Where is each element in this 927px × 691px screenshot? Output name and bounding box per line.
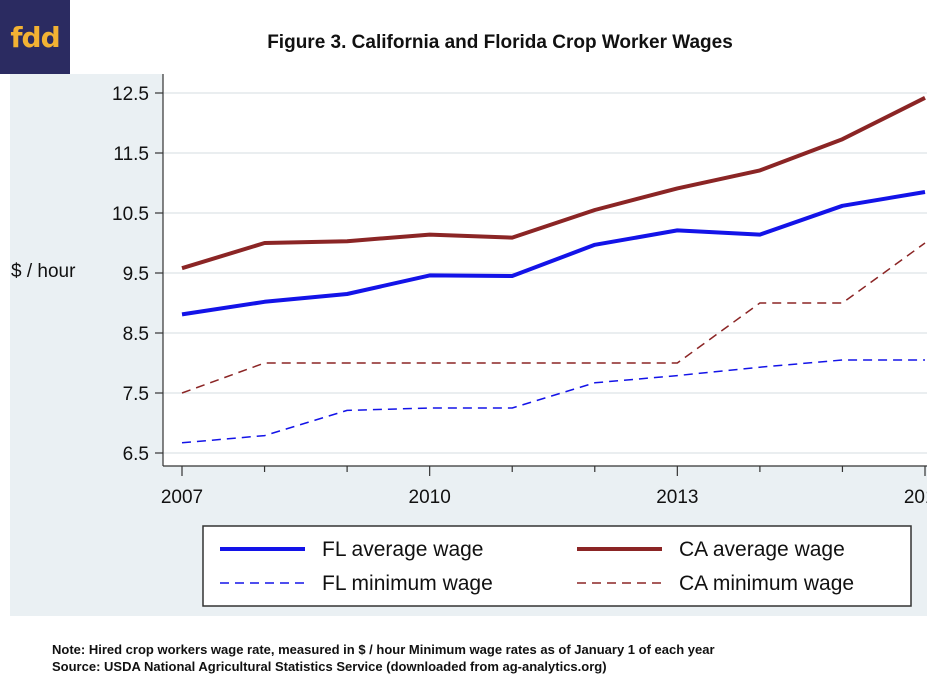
y-tick-label: 7.5 bbox=[123, 384, 149, 405]
gridlines bbox=[163, 92, 927, 454]
chart-title: Figure 3. California and Florida Crop Wo… bbox=[267, 32, 733, 53]
y-tick-label: 9.5 bbox=[123, 264, 149, 285]
series-line bbox=[181, 190, 926, 317]
y-tick-label: 10.5 bbox=[112, 204, 149, 225]
legend-label: CA average wage bbox=[679, 538, 845, 561]
legend-label: FL minimum wage bbox=[322, 572, 493, 595]
legend-label: CA minimum wage bbox=[679, 572, 854, 595]
x-tick-label: 2013 bbox=[656, 487, 698, 508]
series-line bbox=[181, 96, 926, 271]
legend-label: FL average wage bbox=[322, 538, 484, 561]
y-axis: 6.5 7.5 8.5 9.5 10.5 11.5 12.5 bbox=[112, 74, 164, 466]
notes: Note: Hired crop workers wage rate, meas… bbox=[52, 641, 715, 675]
logo-text: fdd bbox=[10, 20, 60, 54]
fdd-logo: fdd bbox=[0, 0, 70, 74]
x-axis: 2007 2010 2013 2016 bbox=[161, 465, 927, 508]
series-lines bbox=[181, 96, 926, 444]
legend: FL average wage CA average wage FL minimum… bbox=[220, 538, 854, 595]
x-tick-label: 2007 bbox=[161, 487, 203, 508]
legend-box bbox=[202, 525, 912, 607]
x-tick-label: 2016 bbox=[904, 487, 927, 508]
plot-area bbox=[163, 74, 927, 466]
note-line: Note: Hired crop workers wage rate, meas… bbox=[52, 642, 715, 657]
y-axis-label: $ / hour bbox=[11, 261, 76, 282]
series-line bbox=[181, 359, 925, 444]
x-tick-label: 2010 bbox=[409, 487, 451, 508]
series-line bbox=[181, 242, 926, 394]
y-tick-label: 8.5 bbox=[123, 324, 149, 345]
y-tick-label: 11.5 bbox=[113, 144, 149, 165]
source-line: Source: USDA National Agricultural Stati… bbox=[52, 659, 607, 674]
y-tick-label: 6.5 bbox=[123, 444, 149, 465]
y-tick-label: 12.5 bbox=[112, 84, 149, 105]
